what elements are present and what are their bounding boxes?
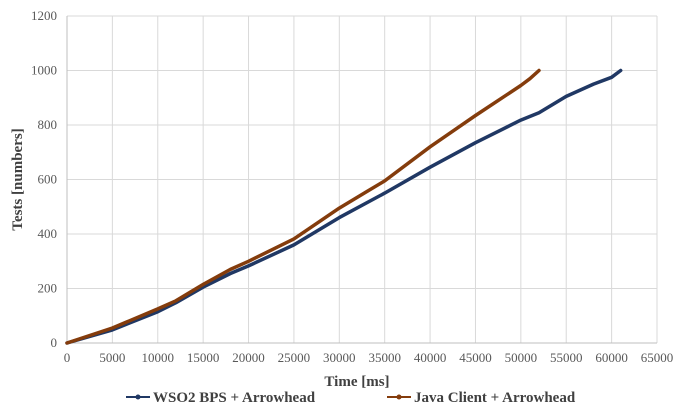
x-tick-label: 45000 [459,350,492,365]
legend-label: WSO2 BPS + Arrowhead [153,390,316,406]
y-tick-label: 200 [38,281,58,296]
y-tick-label: 800 [38,117,58,132]
x-tick-label: 55000 [550,350,583,365]
y-tick-label: 0 [51,335,58,350]
x-tick-label: 0 [64,350,71,365]
axes [66,16,657,344]
legend-label: Java Client + Arrowhead [414,390,576,406]
x-tick-label: 25000 [278,350,311,365]
x-tick-label: 15000 [187,350,220,365]
x-tick-label: 60000 [595,350,628,365]
series-line-1 [65,68,623,345]
x-tick-label: 30000 [323,350,356,365]
y-axis-title: Tests [numbers] [10,128,26,230]
legend: WSO2 BPS + Arrowhead Java Client + Arrowh… [126,390,576,406]
y-tick-label: 600 [38,172,58,187]
gridlines [67,15,658,343]
x-axis-title: Time [ms] [324,374,389,390]
x-tick-label: 65000 [641,350,674,365]
x-tick-label: 5000 [99,350,125,365]
x-tick-label: 50000 [505,350,538,365]
tick-labels: 0 5000 10000 15000 20000 25000 30000 35000 40000… [31,8,673,365]
y-tick-label: 400 [38,226,58,241]
x-tick-label: 40000 [414,350,447,365]
x-tick-label: 10000 [142,350,175,365]
series-line-2 [65,68,541,345]
legend-swatch-marker [135,394,141,400]
x-tick-label: 20000 [232,350,265,365]
x-tick-label: 35000 [368,350,401,365]
y-tick-label: 1200 [31,8,57,23]
series [65,68,623,345]
legend-swatch-marker [396,394,402,400]
y-tick-label: 1000 [31,63,57,78]
